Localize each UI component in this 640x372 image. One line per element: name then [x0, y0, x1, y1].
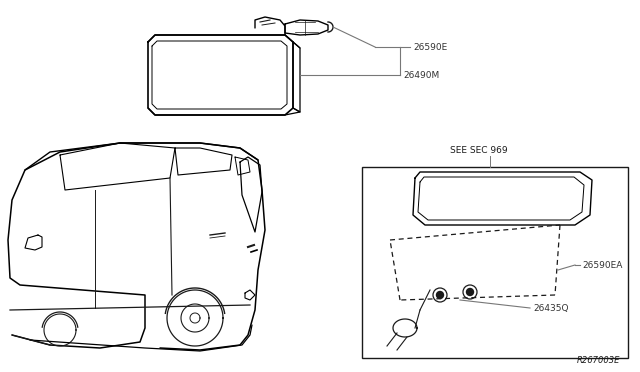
Text: 26590EA: 26590EA	[582, 260, 622, 269]
Text: SEE SEC 969: SEE SEC 969	[450, 146, 508, 155]
Circle shape	[436, 292, 444, 298]
Circle shape	[467, 289, 474, 295]
Bar	[362, 167, 628, 358]
Text: 26590E: 26590E	[413, 42, 447, 51]
Text: 26490M: 26490M	[403, 71, 439, 80]
Text: R267003E: R267003E	[577, 356, 620, 365]
Text: 26435Q: 26435Q	[533, 304, 568, 312]
